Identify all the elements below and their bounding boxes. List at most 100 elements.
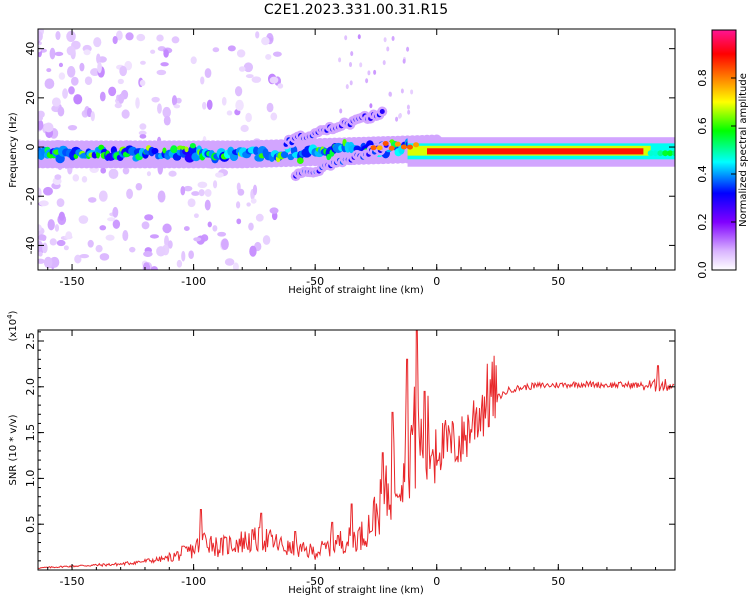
- spectrogram-noise-cell: [73, 94, 83, 105]
- spectrogram-noise-cell: [255, 213, 264, 222]
- spectrogram-noise-cell: [135, 182, 143, 191]
- spectrogram-noise-cell: [54, 224, 60, 232]
- spectrogram-noise-cell: [350, 51, 354, 57]
- spectrogram-noise-cell: [252, 184, 258, 196]
- spectrogram-noise-cell: [367, 70, 371, 76]
- snr-frame: [37, 329, 676, 571]
- spectrogram-noise-cell: [56, 239, 66, 247]
- spectrogram-noise-cell: [163, 49, 169, 58]
- spectrogram-noise-cell: [87, 239, 94, 248]
- spectrogram-noise-cell: [78, 215, 89, 224]
- snr-xtick-label: -100: [181, 575, 206, 588]
- snr-ytick-label: 0.5: [24, 515, 37, 533]
- direct-signal-end: [672, 150, 675, 157]
- spectrogram-noise-cell: [386, 46, 390, 52]
- spectrogram-noise-cell: [277, 83, 284, 89]
- spectrogram-noise-cell: [49, 47, 56, 60]
- direct-signal-end: [667, 150, 674, 157]
- spectrogram-noise-cell: [410, 89, 414, 95]
- spectrogram-noise-cell: [204, 68, 212, 79]
- spectrogram-noise-cell: [122, 167, 130, 175]
- spectrogram-noise-cell: [107, 217, 116, 222]
- spectrogram-noise-cell: [112, 35, 118, 45]
- spectrogram-noise-cell: [224, 258, 235, 266]
- spectrogram-noise-cell: [164, 235, 169, 248]
- spectrogram-noise-cell: [261, 36, 270, 46]
- spectrogram-noise-cell: [395, 116, 399, 122]
- spectrogram-noise-cell: [38, 31, 43, 42]
- direct-signal-start: [388, 145, 395, 151]
- spectrogram-noise-cell: [382, 60, 386, 66]
- spectrogram-noise-cell: [118, 93, 125, 104]
- colorbar-tick-label: 0.8: [696, 69, 709, 87]
- spectrogram-noise-cell: [345, 84, 349, 90]
- spectrogram-noise-cell: [67, 66, 76, 78]
- spectrogram-noise-cell: [39, 200, 49, 207]
- spectrogram-noise-cell: [99, 253, 110, 261]
- spectrogram-noise-cell: [150, 49, 156, 54]
- spectrogram-noise-cell: [126, 188, 133, 200]
- snr-series-line: [38, 330, 675, 569]
- spectrogram-noise-cell: [38, 258, 45, 264]
- spectrogram-band-cell: [326, 153, 332, 161]
- spectrogram-noise-cell: [156, 246, 166, 257]
- spectrogram-noise-cell: [38, 234, 47, 241]
- spectrogram-noise-cell: [250, 198, 257, 204]
- spectrogram-noise-cell: [157, 103, 162, 114]
- spectrogram-noise-cell: [190, 56, 197, 65]
- spectrogram-noise-cell: [96, 53, 101, 64]
- spectrogram-noise-cell: [236, 49, 246, 58]
- spectrogram-noise-cell: [56, 198, 65, 208]
- spectrogram-noise-cell: [349, 62, 353, 68]
- spectrogram-noise-cell: [191, 191, 200, 196]
- spectrogram-noise-cell: [198, 189, 205, 197]
- spectrogram-xtick-label: -50: [306, 275, 324, 288]
- spectrogram-noise-cell: [249, 245, 257, 257]
- spectrogram-band-cell: [151, 147, 159, 155]
- spectrogram-noise-cell: [57, 106, 65, 117]
- spectrogram-noise-cell: [406, 46, 410, 52]
- spectrogram-noise-cell: [115, 30, 123, 41]
- spectrogram-noise-cell: [72, 174, 80, 182]
- spectrogram-ytick-label: 40: [24, 42, 37, 56]
- spectrogram-noise-cell: [173, 104, 181, 109]
- spectrogram-noise-cell: [150, 266, 158, 270]
- spectrogram-noise-cell: [204, 199, 211, 211]
- spectrogram-noise-cell: [183, 185, 193, 192]
- spectrogram-noise-cell: [160, 62, 169, 67]
- spectrogram-noise-cell: [58, 62, 64, 68]
- snr-panel: -150 -100 -50 0 50 0.5 1.0 1.5 2.0 2.5 Height of …: [6, 310, 676, 596]
- spectrogram-band-cell: [188, 145, 198, 155]
- spectrogram-noise-cell: [100, 167, 107, 174]
- snr-ytick-label: 2.0: [24, 378, 37, 396]
- spectrogram-noise-cell: [149, 234, 160, 239]
- spectrogram-band-cell: [170, 145, 178, 154]
- spectrogram-noise-cell: [193, 237, 202, 242]
- spectrogram-band-cell: [98, 144, 105, 151]
- spectrogram-noise-cell: [90, 68, 100, 77]
- spectrogram-noise-cell: [212, 47, 220, 53]
- spectrogram-noise-cell: [359, 62, 363, 68]
- spectrogram-noise-cell: [90, 111, 95, 122]
- spectrogram-noise-cell: [138, 130, 147, 136]
- snr-xtick-label: -50: [306, 575, 324, 588]
- spectrogram-noise-cell: [114, 102, 122, 109]
- spectrogram-noise-cell: [197, 181, 208, 189]
- spectrogram-noise-cell: [248, 222, 254, 231]
- spectrogram-noise-cell: [46, 68, 52, 73]
- spectrogram-noise-cell: [146, 171, 151, 177]
- spectrogram-noise-cell: [108, 168, 119, 180]
- spectrogram-noise-cell: [235, 201, 241, 209]
- spectrogram-noise-cell: [344, 35, 348, 41]
- spectrogram-noise-cell: [176, 259, 183, 268]
- spectrogram-noise-cell: [272, 51, 282, 57]
- spectrogram-noise-cell: [246, 202, 251, 207]
- spectrogram-noise-cell: [157, 190, 166, 203]
- spectrogram-noise-cell: [235, 99, 244, 111]
- spectrogram-noise-cell: [98, 190, 108, 202]
- figure-title: C2E1.2023.331.00.31.R15: [264, 2, 448, 18]
- spectrogram-noise-cell: [236, 218, 242, 225]
- spectrogram-noise-cell: [62, 88, 68, 99]
- snr-ytick-label: 1.0: [24, 470, 37, 488]
